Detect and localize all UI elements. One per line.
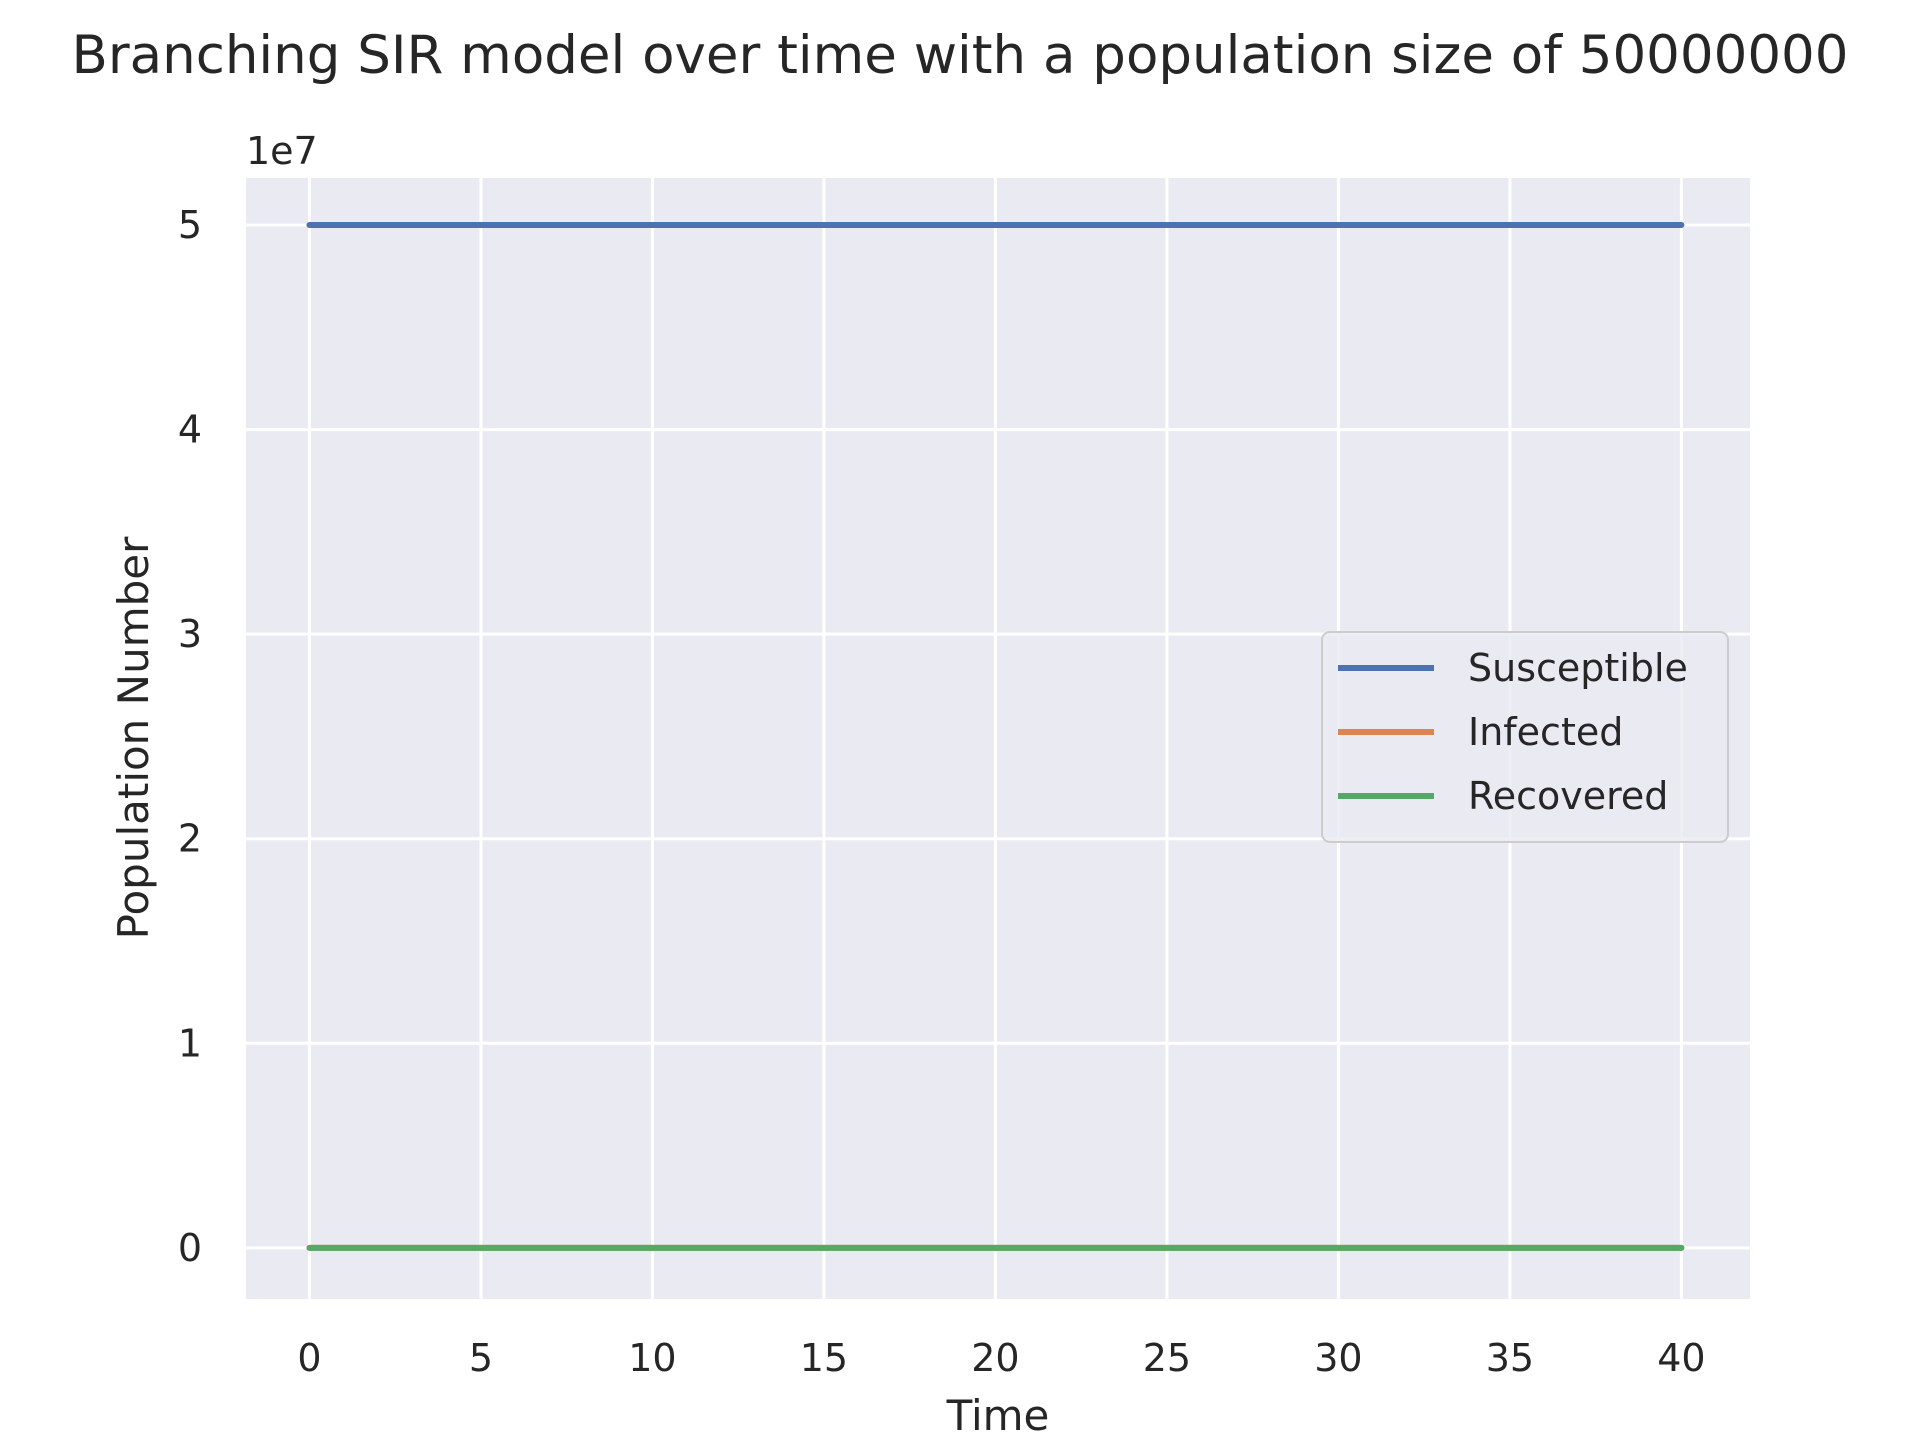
y-tick-label: 0 [178,1226,202,1270]
x-tick-label: 5 [469,1336,493,1380]
x-tick-label: 20 [971,1336,1019,1380]
y-axis-label: Population Number [109,536,158,939]
x-tick-label: 40 [1657,1336,1705,1380]
chart-title: Branching SIR model over time with a pop… [71,25,1848,86]
x-tick-label: 25 [1143,1336,1191,1380]
x-tick-label: 35 [1486,1336,1534,1380]
legend-label-susceptible: Susceptible [1468,646,1688,690]
x-tick-label: 10 [628,1336,676,1380]
y-tick-label: 4 [178,408,202,452]
x-tick-label: 15 [800,1336,848,1380]
legend-label-recovered: Recovered [1468,774,1668,818]
x-axis-label: Time [946,1391,1050,1440]
legend-box [1321,631,1729,843]
y-tick-label: 5 [178,203,202,247]
x-tick-labels: 0 5 10 15 20 25 30 35 40 [297,1336,1705,1380]
x-tick-label: 0 [297,1336,321,1380]
y-tick-labels: 0 1 2 3 4 5 [178,203,202,1270]
x-tick-label: 30 [1314,1336,1362,1380]
y-tick-label: 1 [178,1021,202,1065]
legend: Susceptible Infected Recovered [1321,631,1729,843]
y-tick-label: 2 [178,817,202,861]
y-tick-label: 3 [178,612,202,656]
y-axis-offset-label: 1e7 [246,129,318,173]
x-gridlines [307,178,1683,1299]
legend-label-infected: Infected [1468,710,1623,754]
series-lines [306,222,1685,1251]
